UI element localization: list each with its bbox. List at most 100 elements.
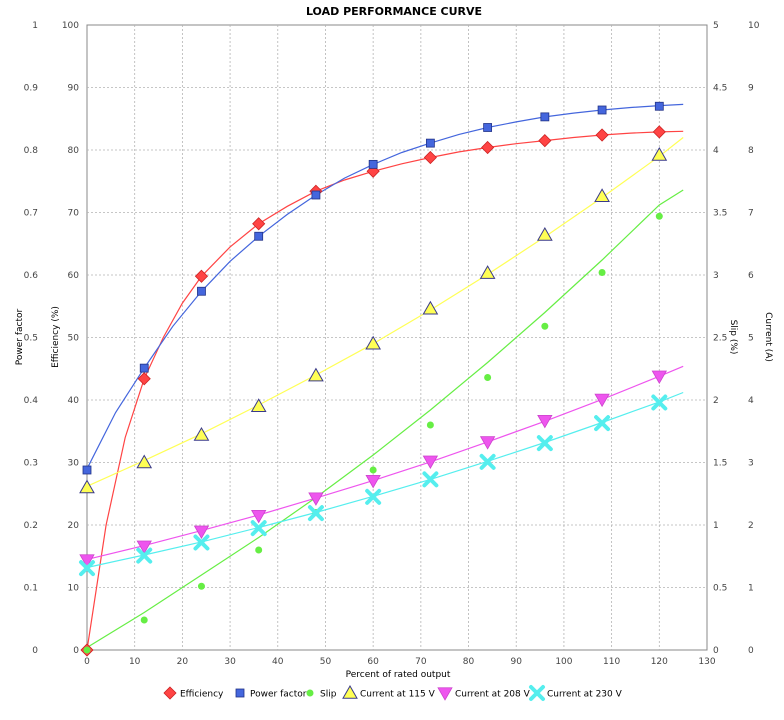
current-tick-label: 6 [748, 271, 754, 281]
legend: Efficiency Power factor Slip Current at 115… [163, 684, 623, 701]
current-at-230-v-point [79, 560, 95, 577]
power-factor-point [483, 123, 493, 132]
current-tick-label: 7 [748, 209, 754, 219]
efficiency-tick-label: 50 [68, 334, 80, 344]
current-at-208-v-point [365, 474, 381, 489]
slip-tick-label: 3 [713, 271, 719, 281]
current-at-208-v-point [594, 393, 610, 408]
slip-point [369, 466, 377, 474]
efficiency-axis-label: Efficiency (%) [51, 306, 61, 368]
current-at-115-v-curve [86, 137, 684, 487]
efficiency-tick-label: 60 [68, 271, 80, 281]
efficiency-point [252, 217, 266, 231]
legend-marker-slip [306, 689, 314, 697]
current-at-115-v-point [651, 146, 668, 161]
x-tick-label: 80 [463, 657, 475, 667]
power-factor-tick-label: 1 [32, 21, 38, 31]
slip-tick-label: 5 [713, 21, 719, 31]
efficiency-point [137, 372, 151, 386]
current-at-230-v-point [365, 488, 382, 505]
current-tick-label: 0 [748, 646, 754, 656]
power-factor-point [654, 101, 664, 111]
current-at-115-v-point [79, 479, 95, 494]
current-at-115-v-point [422, 300, 439, 315]
current-at-230-v-point [651, 394, 668, 411]
power-factor-curve [86, 103, 684, 470]
slip-tick-label: 1 [713, 521, 719, 531]
power-factor-axis-label: Power factor [15, 308, 25, 365]
current-at-208-v-point [308, 492, 324, 506]
current-axis-label: Current (A) [763, 312, 773, 362]
current-at-208-v-point [422, 455, 439, 470]
current-at-230-v-point [594, 415, 611, 432]
current-at-230-v-point [193, 534, 210, 551]
x-tick-label: 110 [603, 657, 620, 667]
power-factor-point [139, 363, 149, 373]
power-factor-point [82, 465, 92, 475]
x-tick-label: 40 [272, 657, 284, 667]
efficiency-tick-label: 10 [68, 584, 80, 594]
slip-axis-label: Slip (%) [728, 320, 738, 355]
slip-point [598, 269, 606, 276]
current-at-115-v-point [136, 454, 153, 469]
current-at-208-v-point [79, 554, 95, 568]
current-at-230-v-point [479, 453, 496, 470]
slip-tick-label: 0 [713, 646, 719, 656]
axes: 0 10 20 30 40 50 60 70 80 90 100 110 120 13000.10.20.… [24, 21, 760, 667]
power-factor-tick-label: 0.7 [24, 209, 38, 219]
power-factor-tick-label: 0.8 [24, 146, 39, 156]
legend-label-current-at-230-v: Current at 230 V [547, 690, 623, 700]
power-factor-point [597, 105, 607, 115]
x-tick-label: 70 [415, 657, 427, 667]
efficiency-tick-label: 0 [73, 646, 79, 656]
x-tick-label: 0 [84, 657, 90, 667]
efficiency-tick-label: 40 [68, 396, 80, 406]
efficiency-point [652, 125, 666, 139]
current-at-208-v-point [537, 414, 553, 429]
current-tick-label: 10 [748, 21, 760, 31]
efficiency-tick-label: 30 [68, 459, 80, 469]
efficiency-point [194, 269, 209, 283]
current-at-208-v-point [193, 525, 210, 540]
current-at-208-v-curve [86, 365, 684, 560]
x-tick-label: 100 [555, 657, 572, 667]
x-tick-label: 60 [367, 657, 379, 667]
x-tick-label: 20 [177, 657, 189, 667]
slip-tick-label: 1.5 [713, 459, 727, 469]
current-tick-label: 9 [748, 84, 754, 94]
x-tick-label: 30 [224, 657, 236, 667]
current-at-115-v-point [479, 265, 496, 279]
power-factor-point [540, 112, 550, 122]
efficiency-point [538, 134, 552, 148]
current-at-208-v-point [251, 509, 267, 524]
legend-marker-current-at-208-v [437, 687, 453, 701]
slip-point [541, 322, 549, 330]
power-factor-point [254, 231, 264, 241]
legend-label-efficiency: Efficiency [180, 690, 224, 700]
slip-tick-label: 3.5 [713, 209, 727, 219]
chart-title: LOAD PERFORMANCE CURVE [306, 5, 482, 18]
slip-point [197, 582, 205, 590]
slip-point [140, 616, 148, 624]
current-at-230-v-point [250, 520, 267, 537]
slip-tick-label: 4.5 [713, 84, 727, 94]
current-at-115-v-point [308, 367, 324, 382]
legend-label-current-at-208-v: Current at 208 V [455, 690, 531, 700]
power-factor-point [197, 286, 206, 296]
current-at-115-v-point [365, 335, 382, 350]
efficiency-tick-label: 80 [68, 146, 80, 156]
power-factor-tick-label: 0.3 [24, 459, 38, 469]
power-factor-tick-label: 0.5 [24, 334, 38, 344]
current-at-208-v-point [479, 436, 496, 450]
slip-point [255, 546, 263, 554]
legend-label-current-at-115-v: Current at 115 V [360, 690, 436, 700]
slip-point [484, 374, 492, 381]
current-tick-label: 3 [748, 459, 754, 469]
efficiency-tick-label: 70 [68, 209, 80, 219]
power-factor-tick-label: 0.4 [24, 396, 39, 406]
efficiency-tick-label: 90 [68, 84, 80, 94]
power-factor-tick-label: 0.6 [24, 271, 39, 281]
x-tick-label: 120 [651, 657, 668, 667]
power-factor-tick-label: 0.2 [24, 521, 38, 531]
